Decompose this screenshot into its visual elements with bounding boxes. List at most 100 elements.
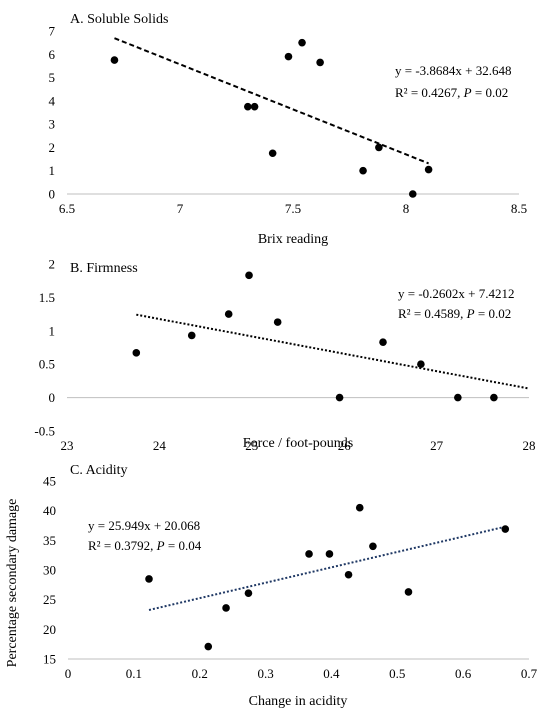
x-tick-label: 6.5 xyxy=(59,201,75,216)
trend-stats: R² = 0.4589, P = 0.02 xyxy=(398,306,511,321)
y-tick-label: 0 xyxy=(49,187,56,202)
data-point xyxy=(245,271,253,280)
y-tick-label: 25 xyxy=(43,592,56,607)
data-point xyxy=(244,102,252,111)
data-point xyxy=(408,190,417,198)
data-point xyxy=(284,52,293,61)
data-point xyxy=(204,642,213,651)
x-axis-label: Brix reading xyxy=(258,232,328,247)
data-points xyxy=(110,38,433,198)
y-tick-label: 6 xyxy=(49,47,56,62)
chart-title: B. Firmness xyxy=(70,261,138,276)
x-axis-ticks: 6.5 7 7.5 8 8.5 xyxy=(59,201,527,216)
x-tick-label: 0.1 xyxy=(126,666,142,681)
y-tick-label: 15 xyxy=(43,652,56,667)
x-axis-ticks: 23 24 25 26 27 28 xyxy=(61,438,536,453)
y-tick-label: 4 xyxy=(49,93,56,108)
data-point xyxy=(335,393,344,402)
x-tick-label: 8.5 xyxy=(511,201,527,216)
data-point xyxy=(268,149,277,158)
y-tick-label: 40 xyxy=(43,503,56,518)
x-tick-label: 0.3 xyxy=(257,666,273,681)
data-point xyxy=(490,393,498,402)
data-points xyxy=(145,503,510,651)
x-tick-label: 0.2 xyxy=(192,666,208,681)
data-point xyxy=(379,338,387,346)
data-point xyxy=(424,165,433,174)
trendline xyxy=(148,525,506,611)
data-point xyxy=(187,331,196,340)
x-tick-label: 27 xyxy=(430,438,444,453)
y-tick-label: 0 xyxy=(49,390,56,405)
data-point xyxy=(145,575,153,583)
x-tick-label: 0.4 xyxy=(323,666,340,681)
trend-equation: y = 25.949x + 20.068 xyxy=(88,518,200,533)
y-tick-label: 3 xyxy=(49,117,56,132)
data-point xyxy=(454,393,462,402)
data-points xyxy=(132,271,498,402)
y-tick-label: 1 xyxy=(49,323,56,338)
data-point xyxy=(316,58,324,67)
y-tick-label: 5 xyxy=(49,70,56,85)
y-tick-label: 30 xyxy=(43,563,56,578)
trend-stats: R² = 0.3792, P = 0.04 xyxy=(88,538,202,553)
data-point xyxy=(110,56,119,64)
trend-stats: R² = 0.4267, P = 0.02 xyxy=(395,85,508,100)
x-tick-label: 7 xyxy=(177,201,184,216)
data-point xyxy=(273,318,282,326)
trendline-path xyxy=(148,525,506,611)
y-tick-label: 1.5 xyxy=(39,290,55,305)
x-tick-label: 26 xyxy=(338,438,352,453)
y-tick-label: 1 xyxy=(49,163,56,178)
x-tick-label: 0.5 xyxy=(389,666,405,681)
data-point xyxy=(417,360,425,369)
chart-title: C. Acidity xyxy=(70,463,128,478)
y-tick-label: -0.5 xyxy=(34,424,55,439)
trendline-path xyxy=(136,313,530,390)
x-tick-label: 28 xyxy=(523,438,536,453)
data-point xyxy=(344,570,353,579)
data-point xyxy=(222,604,230,612)
x-axis-label: Force / foot-pounds xyxy=(243,436,353,451)
trendline xyxy=(136,313,530,390)
x-tick-label: 8 xyxy=(403,201,410,216)
x-tick-label: 24 xyxy=(153,438,167,453)
data-point xyxy=(305,550,313,558)
trend-equation: y = -3.8684x + 32.648 xyxy=(395,63,512,78)
x-tick-label: 25 xyxy=(245,438,258,453)
y-axis-ticks: -0.5 0 0.5 1 1.5 2 xyxy=(34,257,55,439)
data-point xyxy=(404,588,413,596)
y-tick-label: 35 xyxy=(43,533,56,548)
data-point xyxy=(298,38,306,47)
trendline xyxy=(114,37,429,165)
chart-firmness: B. Firmness -0.5 0 0.5 1 1.5 2 23 24 25 26 27 28 y… xyxy=(34,257,535,454)
data-point xyxy=(132,349,141,357)
y-tick-label: 20 xyxy=(43,622,56,637)
trend-equation: y = -0.2602x + 7.4212 xyxy=(398,286,515,301)
data-point xyxy=(501,525,510,533)
data-point xyxy=(369,542,377,551)
y-tick-label: 7 xyxy=(49,24,56,39)
data-point xyxy=(244,589,253,597)
x-tick-label: 7.5 xyxy=(285,201,301,216)
y-tick-label: 2 xyxy=(49,257,56,272)
data-point xyxy=(375,143,383,152)
data-point xyxy=(355,503,364,512)
y-axis-ticks: 0 1 2 3 4 5 6 7 xyxy=(49,24,56,202)
y-axis-ticks: 15 20 25 30 35 40 45 xyxy=(43,474,56,667)
data-point xyxy=(359,166,367,175)
x-axis-label: Change in acidity xyxy=(249,694,348,709)
y-tick-label: 0.5 xyxy=(39,357,55,372)
data-point xyxy=(224,310,233,318)
data-point xyxy=(325,550,334,558)
chart-soluble-solids: A. Soluble Solids 0 1 2 3 4 5 6 7 6.5 7 7.5 8 8.5 y… xyxy=(49,12,528,247)
x-tick-label: 0 xyxy=(65,666,72,681)
y-axis-label: Percentage secondary damage xyxy=(5,499,20,668)
chart-title: A. Soluble Solids xyxy=(70,12,168,27)
y-tick-label: 2 xyxy=(49,140,56,155)
trendline-path xyxy=(114,37,429,165)
x-tick-label: 0.6 xyxy=(455,666,472,681)
x-tick-label: 0.7 xyxy=(521,666,538,681)
